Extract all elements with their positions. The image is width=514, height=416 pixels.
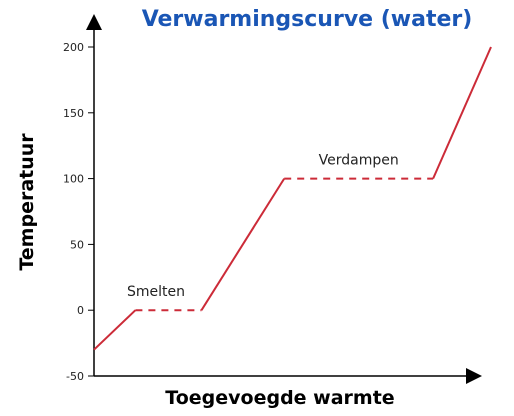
annotations: Smelten Verdampen: [127, 153, 399, 301]
chart-title: Verwarmingscurve (water): [142, 7, 473, 32]
x-axis-arrowhead: [466, 368, 482, 384]
y-tick-label: 150: [63, 107, 84, 120]
y-tick-label: -50: [66, 370, 84, 383]
annotation-label: Smelten: [127, 284, 185, 300]
rising-segment: [93, 309, 137, 351]
rising-segment: [432, 46, 492, 180]
annotation-label: Verdampen: [319, 153, 399, 169]
y-tick-label: 50: [70, 238, 84, 251]
x-axis-label: Toegevoegde warmte: [165, 387, 394, 409]
y-ticks: -50 0 50 100 150 200: [63, 41, 94, 383]
plot-area: [93, 46, 492, 351]
rising-segment: [200, 178, 286, 311]
y-tick-label: 0: [77, 304, 84, 317]
y-axis-arrowhead: [86, 14, 102, 30]
axes: [86, 14, 482, 384]
y-axis-label: Temperatuur: [16, 133, 38, 271]
y-tick-label: 100: [63, 173, 84, 186]
y-tick-label: 200: [63, 41, 84, 54]
